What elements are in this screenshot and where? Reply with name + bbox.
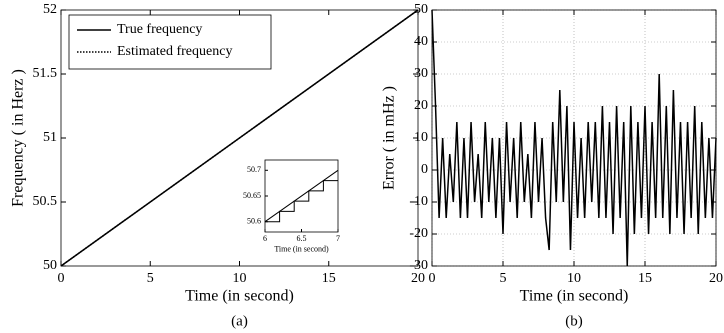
y-tick-label: 50 bbox=[414, 2, 428, 17]
series-line bbox=[431, 9, 717, 267]
axes-frame bbox=[264, 159, 339, 233]
y-tick-label: 20 bbox=[414, 98, 428, 113]
y-tick-label: 50.7 bbox=[247, 165, 261, 174]
legend-box bbox=[68, 14, 272, 70]
x-tick-label: 0 bbox=[58, 271, 65, 286]
x-tick-label: 10 bbox=[567, 271, 581, 286]
x-tick-label: 6.5 bbox=[297, 234, 307, 243]
y-tick-label: 50.5 bbox=[33, 194, 58, 209]
y-tick-label: 50.65 bbox=[243, 191, 261, 200]
y-axis-label: Frequency ( in Herz ) bbox=[10, 69, 27, 207]
x-tick-label: 5 bbox=[500, 271, 507, 286]
y-tick-label: 40 bbox=[414, 34, 428, 49]
series-line bbox=[60, 9, 419, 267]
axes-frame bbox=[431, 9, 717, 267]
y-tick-label: 51.5 bbox=[33, 66, 58, 81]
x-tick-label: 5 bbox=[147, 271, 154, 286]
x-tick-label: 15 bbox=[638, 271, 652, 286]
x-tick-label: 7 bbox=[336, 234, 340, 243]
x-tick-label: 10 bbox=[233, 271, 247, 286]
x-tick-label: 6 bbox=[263, 234, 267, 243]
x-tick-label: 20 bbox=[709, 271, 723, 286]
x-tick-label: 15 bbox=[322, 271, 336, 286]
series-line bbox=[265, 180, 338, 223]
y-axis-label: Error ( in mHz ) bbox=[381, 86, 398, 190]
x-axis-label: Time (in second) bbox=[520, 287, 629, 304]
y-tick-label: 50 bbox=[43, 258, 57, 273]
x-axis-label: Time (in second) bbox=[274, 244, 329, 253]
legend-label: True frequency bbox=[117, 22, 202, 37]
y-tick-label: 0 bbox=[421, 162, 428, 177]
y-tick-label: -30 bbox=[409, 258, 428, 273]
y-tick-label: 50.6 bbox=[247, 217, 261, 226]
series-line bbox=[264, 169, 339, 223]
x-tick-label: 0 bbox=[429, 271, 436, 286]
x-axis-label: Time (in second) bbox=[185, 287, 294, 304]
caption: (b) bbox=[565, 313, 583, 329]
y-tick-label: -20 bbox=[409, 226, 428, 241]
y-tick-label: 30 bbox=[414, 66, 428, 81]
legend-label: Estimated frequency bbox=[117, 44, 232, 59]
x-tick-label: 20 bbox=[411, 271, 425, 286]
y-tick-label: 52 bbox=[43, 2, 57, 17]
axes-frame bbox=[60, 9, 419, 267]
y-tick-label: 51 bbox=[43, 130, 57, 145]
caption: (a) bbox=[231, 313, 248, 329]
y-tick-label: 10 bbox=[414, 130, 428, 145]
y-tick-label: -10 bbox=[409, 194, 428, 209]
